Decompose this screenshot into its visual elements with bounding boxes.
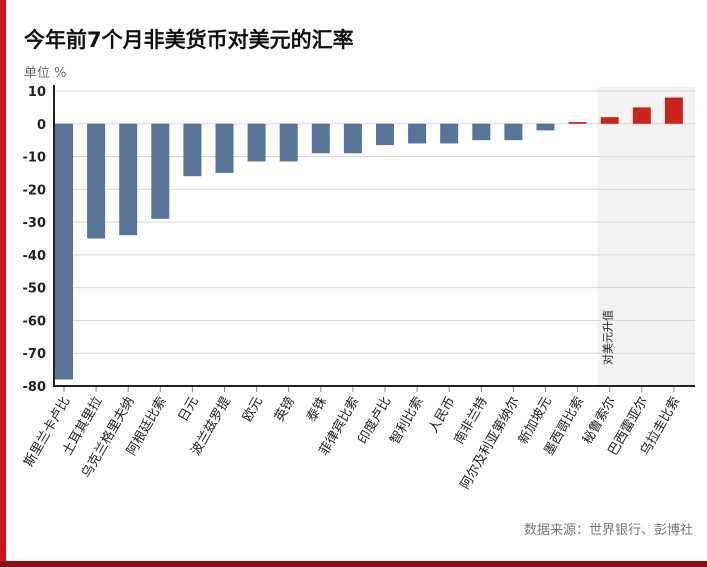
bar: [119, 123, 138, 236]
bar: [151, 123, 170, 219]
annotation-appreciation: 对美元升值: [601, 310, 615, 365]
bar: [376, 123, 394, 146]
x-tick-label: 日元: [176, 395, 202, 425]
bar: [87, 123, 106, 239]
bar: [183, 123, 202, 177]
y-tick-label: -50: [23, 282, 47, 297]
x-tick-label: 阿尔及利亚第纳尔: [458, 395, 523, 493]
highlight-region: [597, 87, 695, 386]
bar: [279, 123, 298, 162]
y-tick-label: -40: [23, 249, 47, 264]
bar: [664, 97, 683, 124]
y-tick-label: -20: [23, 183, 47, 198]
bar: [440, 123, 459, 144]
bar: [55, 123, 73, 380]
y-tick-label: -80: [23, 380, 47, 395]
bottom-accent-bar: [0, 561, 707, 567]
x-tick-label: 泰铢: [303, 394, 330, 425]
left-accent-bar: [0, 0, 6, 567]
y-tick-label: 10: [28, 85, 46, 100]
x-tick-label: 英镑: [271, 394, 298, 425]
x-tick-label: 人民币: [426, 395, 458, 436]
bar: [408, 123, 427, 144]
y-tick-label: -10: [23, 151, 47, 166]
bar: [504, 123, 523, 141]
bar: [472, 123, 491, 141]
x-tick-label: 斯里兰卡卢比: [21, 394, 74, 470]
chart-title: 今年前7个月非美货币对美元的汇率: [24, 28, 354, 52]
y-tick-label: -70: [23, 347, 47, 362]
bar: [247, 123, 266, 162]
bar: [568, 122, 587, 124]
y-tick-label: -30: [23, 216, 47, 231]
x-tick-label: 欧元: [240, 395, 266, 425]
bar: [215, 123, 234, 173]
bar: [632, 107, 651, 124]
bar: [343, 123, 362, 154]
bar: [600, 117, 619, 124]
y-tick-label: 0: [37, 118, 46, 133]
bar: [311, 123, 330, 154]
data-source: 数据来源：世界银行、彭博社: [523, 523, 693, 538]
bar: [536, 123, 555, 131]
y-tick-label: -60: [23, 314, 47, 329]
y-axis-unit-label: 单位 %: [24, 66, 67, 81]
